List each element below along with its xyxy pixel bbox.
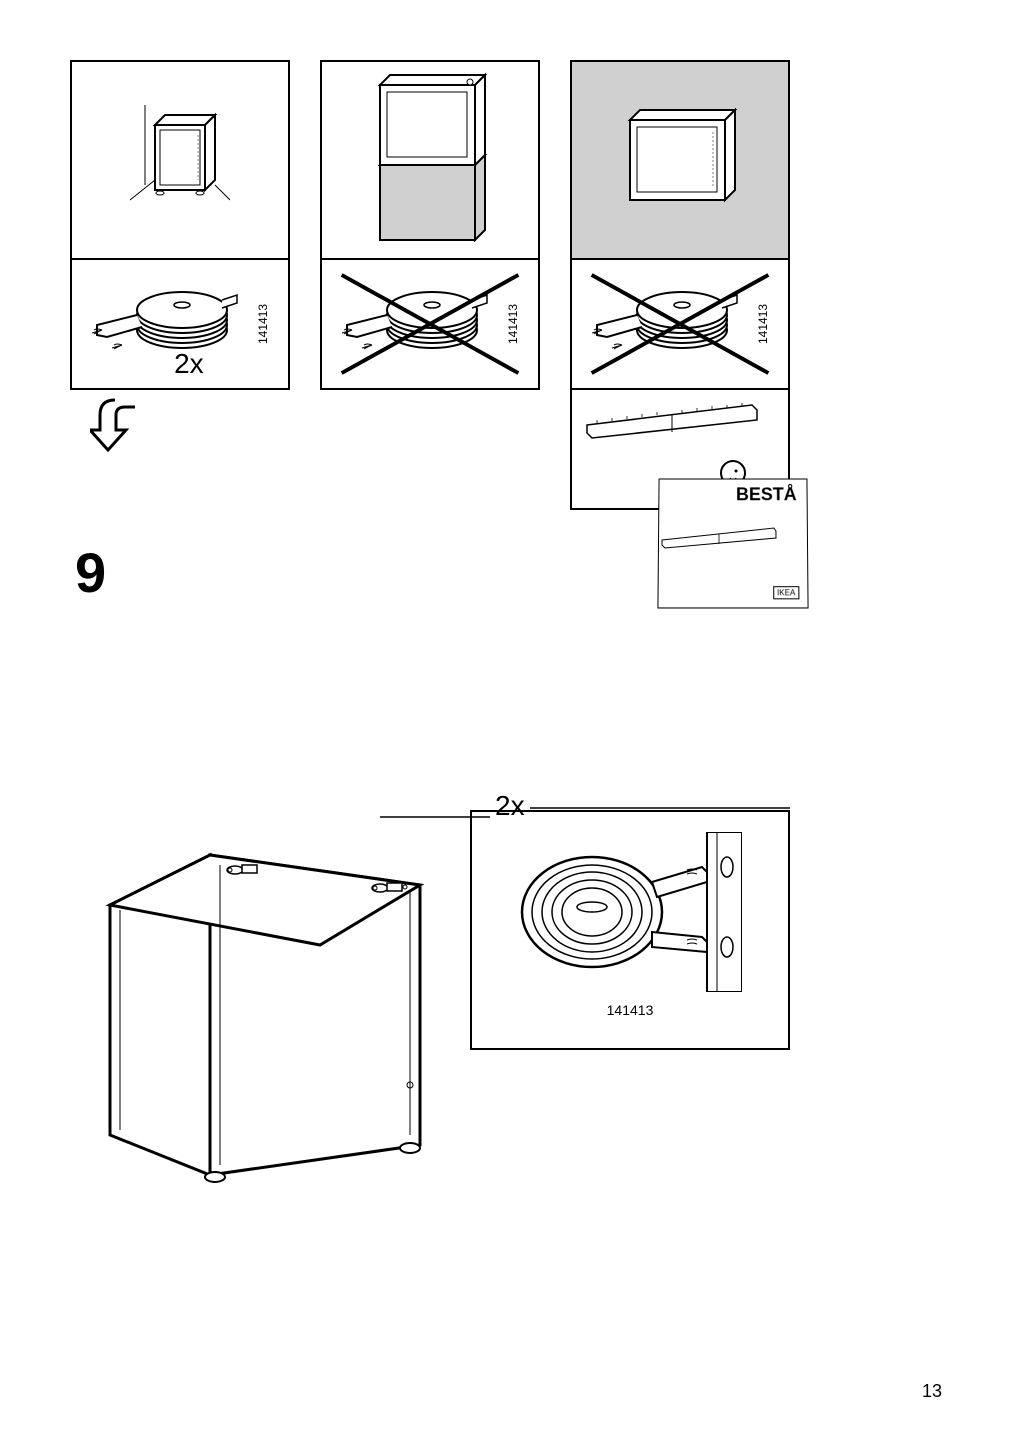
foot-mount-right (372, 883, 407, 892)
detail-callout: 2x (470, 795, 790, 1050)
arrow-down-icon (90, 395, 140, 455)
main-illustration: 2x (70, 815, 942, 1195)
options-row: 141413 2x (70, 60, 942, 510)
booklet-rail-icon (659, 525, 779, 550)
booklet-title: BESTÅ (659, 480, 806, 511)
instruction-page: 141413 2x (0, 0, 1012, 1432)
option-1-hardware: 141413 2x (70, 260, 290, 390)
cabinet-upside-down-icon (70, 815, 450, 1195)
option-2-illustration (320, 60, 540, 260)
cabinet-floor-icon (130, 105, 230, 215)
foot-disc-icon-3 (592, 275, 742, 365)
part-number-2: 141413 (506, 304, 520, 344)
callout-box: 141413 (470, 810, 790, 1050)
option-wall-mount: 141413 (570, 60, 790, 510)
option-floor-standing: 141413 2x (70, 60, 290, 510)
foot-disc-icon (92, 275, 242, 365)
step-number: 9 (75, 540, 942, 605)
option-2-hardware: 141413 (320, 260, 540, 390)
foot-mount-left (227, 865, 257, 874)
callout-leader-line-2 (530, 807, 790, 809)
option-3-illustration (570, 60, 790, 260)
cabinet-wall-icon (610, 105, 750, 215)
part-number-3: 141413 (756, 304, 770, 344)
foot-disc-icon-2 (342, 275, 492, 365)
reference-booklet: BESTÅ IKEA (657, 479, 808, 609)
callout-part-number: 141413 (492, 1002, 768, 1018)
cabinet-stacked-icon (365, 70, 495, 250)
booklet-logo: IKEA (773, 586, 799, 599)
option-1-illustration (70, 60, 290, 260)
part-number-1: 141413 (256, 304, 270, 344)
wall-rail-reference: BESTÅ IKEA (570, 390, 790, 510)
wall-rail-icon (582, 400, 762, 440)
option-stacked: 141413 (320, 60, 540, 510)
foot-detail-icon (492, 832, 742, 992)
page-number: 13 (922, 1381, 942, 1402)
option-3-hardware: 141413 (570, 260, 790, 390)
quantity-label-1: 2x (174, 348, 204, 380)
